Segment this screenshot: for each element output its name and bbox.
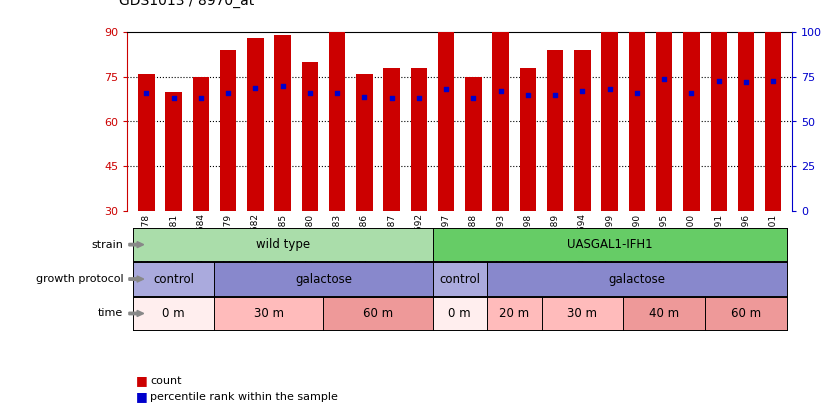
Point (276, 83, 289, 89)
Point (140, 90, 153, 96)
Text: growth protocol: growth protocol (35, 274, 123, 284)
Point (603, 86, 617, 93)
Bar (738, 0, 754, 211)
Text: 30 m: 30 m (254, 307, 284, 320)
Point (740, 79, 753, 85)
Bar (493, 32, 509, 211)
Point (331, 90, 344, 96)
Point (576, 88, 589, 94)
Bar (629, 23, 645, 211)
Point (521, 92, 534, 98)
Point (358, 93, 371, 100)
Point (249, 84, 262, 91)
Bar (656, 0, 672, 211)
Point (195, 95, 208, 102)
Point (385, 95, 398, 102)
Bar (602, 32, 618, 211)
Text: count: count (150, 376, 181, 386)
Text: 30 m: 30 m (567, 307, 598, 320)
Point (658, 75, 671, 82)
Bar (547, 50, 563, 211)
Text: UASGAL1-IFH1: UASGAL1-IFH1 (566, 238, 653, 251)
Point (548, 92, 562, 98)
Point (685, 90, 698, 96)
Text: 0 m: 0 m (448, 307, 471, 320)
Bar (329, 30, 346, 211)
Point (494, 88, 507, 94)
Point (412, 95, 425, 102)
Point (303, 90, 316, 96)
Text: strain: strain (91, 240, 123, 249)
Bar (165, 92, 181, 211)
Point (167, 95, 180, 102)
Text: wild type: wild type (255, 238, 310, 251)
Text: 60 m: 60 m (363, 307, 393, 320)
Bar (301, 62, 318, 211)
Text: 40 m: 40 m (649, 307, 679, 320)
Text: time: time (98, 309, 123, 318)
Bar (710, 0, 727, 211)
Text: ■: ■ (135, 374, 147, 387)
Text: control: control (439, 273, 480, 286)
Text: 20 m: 20 m (499, 307, 530, 320)
Bar (765, 0, 782, 211)
Point (631, 90, 644, 96)
Bar (410, 68, 427, 211)
Bar (193, 77, 209, 211)
Text: control: control (153, 273, 194, 286)
Bar (138, 74, 154, 211)
Bar (466, 77, 482, 211)
Text: GDS1013 / 8970_at: GDS1013 / 8970_at (119, 0, 255, 8)
Bar (438, 0, 454, 211)
Text: 60 m: 60 m (731, 307, 761, 320)
Bar (383, 68, 400, 211)
Bar (520, 68, 536, 211)
Point (439, 86, 452, 93)
Text: ■: ■ (135, 390, 147, 403)
Bar (683, 32, 699, 211)
Bar (247, 38, 264, 211)
Text: galactose: galactose (608, 273, 665, 286)
Point (712, 77, 725, 84)
Bar (220, 50, 236, 211)
Text: 0 m: 0 m (163, 307, 185, 320)
Text: galactose: galactose (295, 273, 352, 286)
Bar (274, 35, 291, 211)
Bar (356, 74, 373, 211)
Point (767, 77, 780, 84)
Bar (574, 50, 590, 211)
Text: percentile rank within the sample: percentile rank within the sample (150, 392, 338, 402)
Point (222, 90, 235, 96)
Point (467, 95, 480, 102)
